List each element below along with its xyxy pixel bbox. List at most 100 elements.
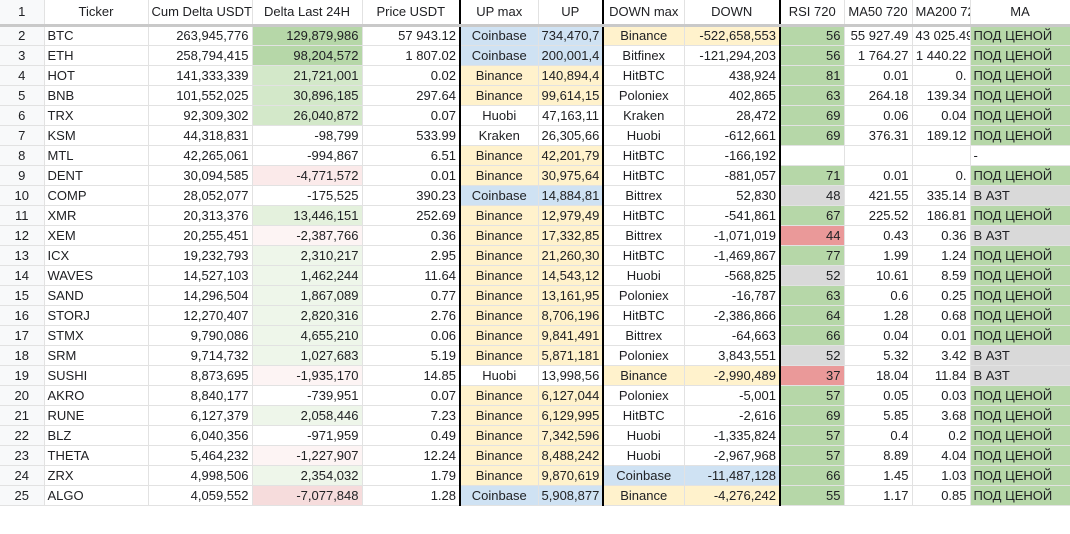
- cell-up[interactable]: 30,975,64: [538, 165, 604, 186]
- cell-ma50[interactable]: 1.17: [844, 485, 913, 506]
- column-header-down[interactable]: DOWN: [684, 0, 781, 27]
- row-number[interactable]: 25: [0, 485, 45, 506]
- cell-up[interactable]: 8,488,242: [538, 445, 604, 466]
- cell-ma200[interactable]: 3.68: [912, 405, 971, 426]
- cell-delta-24h[interactable]: -175,525: [252, 185, 363, 206]
- cell-up[interactable]: 17,332,85: [538, 225, 604, 246]
- cell-ma[interactable]: ПОД ЦЕНОЙ: [970, 25, 1070, 46]
- cell-ma200[interactable]: 11.84: [912, 365, 971, 386]
- cell-rsi[interactable]: 55: [780, 485, 845, 506]
- cell-rsi[interactable]: 64: [780, 305, 845, 326]
- cell-cum-delta[interactable]: 6,127,379: [148, 405, 253, 426]
- cell-up-max[interactable]: Binance: [460, 165, 539, 186]
- cell-up[interactable]: 13,998,56: [538, 365, 604, 386]
- cell-ma200[interactable]: 0.: [912, 165, 971, 186]
- cell-delta-24h[interactable]: 129,879,986: [252, 25, 363, 46]
- cell-ma200[interactable]: 186.81: [912, 205, 971, 226]
- cell-up[interactable]: 9,841,491: [538, 325, 604, 346]
- cell-up-max[interactable]: Binance: [460, 205, 539, 226]
- row-number[interactable]: 23: [0, 445, 45, 466]
- cell-down-max[interactable]: HitBTC: [603, 165, 685, 186]
- cell-cum-delta[interactable]: 20,255,451: [148, 225, 253, 246]
- cell-ma200[interactable]: 8.59: [912, 265, 971, 286]
- cell-ma50[interactable]: 0.6: [844, 285, 913, 306]
- column-header-cum-delta[interactable]: Cum Delta USDT: [148, 0, 253, 27]
- cell-rsi[interactable]: 52: [780, 265, 845, 286]
- cell-delta-24h[interactable]: 26,040,872: [252, 105, 363, 126]
- cell-delta-24h[interactable]: -4,771,572: [252, 165, 363, 186]
- cell-delta-24h[interactable]: 2,058,446: [252, 405, 363, 426]
- cell-down[interactable]: -5,001: [684, 385, 781, 406]
- cell-down[interactable]: -881,057: [684, 165, 781, 186]
- cell-price[interactable]: 5.19: [362, 345, 461, 366]
- cell-rsi[interactable]: 56: [780, 25, 845, 46]
- cell-price[interactable]: 2.76: [362, 305, 461, 326]
- cell-ma200[interactable]: 1.24: [912, 245, 971, 266]
- cell-delta-24h[interactable]: -2,387,766: [252, 225, 363, 246]
- cell-down[interactable]: -121,294,203: [684, 45, 781, 66]
- cell-rsi[interactable]: 48: [780, 185, 845, 206]
- cell-down[interactable]: -1,335,824: [684, 425, 781, 446]
- column-header-rsi[interactable]: RSI 720: [780, 0, 845, 27]
- cell-delta-24h[interactable]: -98,799: [252, 125, 363, 146]
- cell-ma[interactable]: ПОД ЦЕНОЙ: [970, 105, 1070, 126]
- cell-price[interactable]: 390.23: [362, 185, 461, 206]
- cell-down[interactable]: -2,990,489: [684, 365, 781, 386]
- cell-ticker[interactable]: SUSHI: [44, 365, 149, 386]
- cell-ticker[interactable]: XEM: [44, 225, 149, 246]
- row-number[interactable]: 16: [0, 305, 45, 326]
- cell-delta-24h[interactable]: 1,462,244: [252, 265, 363, 286]
- cell-cum-delta[interactable]: 8,840,177: [148, 385, 253, 406]
- cell-up[interactable]: 8,706,196: [538, 305, 604, 326]
- cell-rsi[interactable]: 69: [780, 125, 845, 146]
- cell-down-max[interactable]: Coinbase: [603, 465, 685, 486]
- cell-up[interactable]: 14,543,12: [538, 265, 604, 286]
- cell-ticker[interactable]: RUNE: [44, 405, 149, 426]
- cell-ma200[interactable]: 189.12: [912, 125, 971, 146]
- column-header-price[interactable]: Price USDT: [362, 0, 461, 27]
- cell-delta-24h[interactable]: 4,655,210: [252, 325, 363, 346]
- cell-ma[interactable]: В АЗТ: [970, 365, 1070, 386]
- cell-ma50[interactable]: [844, 145, 913, 166]
- cell-ma[interactable]: ПОД ЦЕНОЙ: [970, 485, 1070, 506]
- cell-cum-delta[interactable]: 6,040,356: [148, 425, 253, 446]
- cell-ma[interactable]: ПОД ЦЕНОЙ: [970, 205, 1070, 226]
- cell-down[interactable]: 3,843,551: [684, 345, 781, 366]
- cell-ma50[interactable]: 1.45: [844, 465, 913, 486]
- cell-down-max[interactable]: Huobi: [603, 265, 685, 286]
- cell-up-max[interactable]: Huobi: [460, 105, 539, 126]
- cell-ma200[interactable]: 0.03: [912, 385, 971, 406]
- cell-ma200[interactable]: 1 440.22: [912, 45, 971, 66]
- cell-ma50[interactable]: 1 764.27: [844, 45, 913, 66]
- cell-cum-delta[interactable]: 8,873,695: [148, 365, 253, 386]
- cell-ma200[interactable]: 0.85: [912, 485, 971, 506]
- cell-down-max[interactable]: HitBTC: [603, 145, 685, 166]
- cell-up[interactable]: 7,342,596: [538, 425, 604, 446]
- cell-ma50[interactable]: 10.61: [844, 265, 913, 286]
- cell-up[interactable]: 26,305,66: [538, 125, 604, 146]
- cell-ma50[interactable]: 1.28: [844, 305, 913, 326]
- cell-delta-24h[interactable]: 1,867,089: [252, 285, 363, 306]
- cell-up-max[interactable]: Binance: [460, 245, 539, 266]
- cell-down-max[interactable]: Binance: [603, 25, 685, 46]
- cell-down[interactable]: -2,386,866: [684, 305, 781, 326]
- cell-cum-delta[interactable]: 4,998,506: [148, 465, 253, 486]
- cell-delta-24h[interactable]: -7,077,848: [252, 485, 363, 506]
- row-number[interactable]: 19: [0, 365, 45, 386]
- row-number[interactable]: 11: [0, 205, 45, 226]
- cell-cum-delta[interactable]: 141,333,339: [148, 65, 253, 86]
- cell-rsi[interactable]: 63: [780, 285, 845, 306]
- cell-ma50[interactable]: 0.01: [844, 165, 913, 186]
- cell-up-max[interactable]: Binance: [460, 445, 539, 466]
- cell-ma200[interactable]: 4.04: [912, 445, 971, 466]
- cell-up[interactable]: 140,894,4: [538, 65, 604, 86]
- cell-ticker[interactable]: ICX: [44, 245, 149, 266]
- row-number[interactable]: 21: [0, 405, 45, 426]
- cell-ticker[interactable]: STMX: [44, 325, 149, 346]
- cell-rsi[interactable]: 69: [780, 105, 845, 126]
- cell-ma[interactable]: ПОД ЦЕНОЙ: [970, 285, 1070, 306]
- cell-up[interactable]: 5,908,877: [538, 485, 604, 506]
- row-number[interactable]: 24: [0, 465, 45, 486]
- cell-ma200[interactable]: [912, 145, 971, 166]
- cell-ma[interactable]: ПОД ЦЕНОЙ: [970, 85, 1070, 106]
